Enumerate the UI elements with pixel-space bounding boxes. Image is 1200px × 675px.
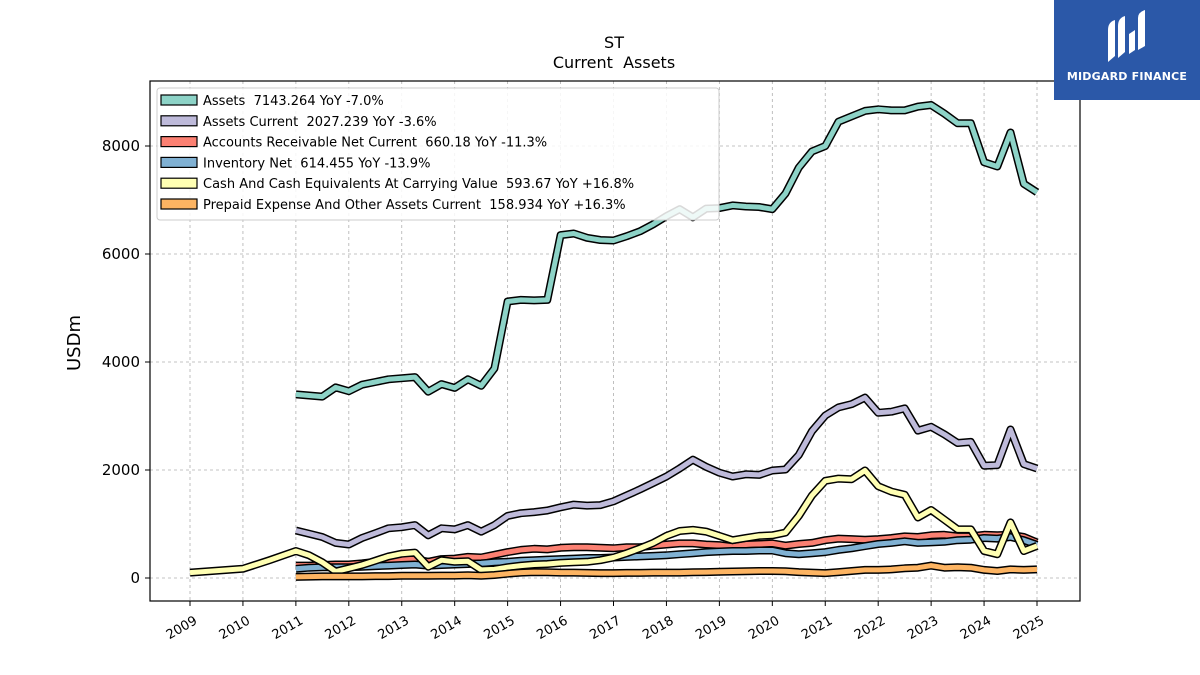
brand-name: MIDGARD FINANCE [1066,70,1188,83]
legend-swatch [160,177,198,189]
chart-title: ST [604,33,624,52]
plot-frame [149,80,1081,602]
x-tick-label: 2009 [164,613,200,643]
x-tick-label: 2015 [481,613,517,643]
x-tick-label: 2024 [958,613,994,643]
series-3 [295,533,1039,573]
legend-box [156,87,720,221]
y-axis-ticks: 0 2000 4000 6000 8000 [102,137,150,587]
legend-entry: Assets 7143.264 YoY -7.0% [203,94,384,109]
x-tick-label: 2011 [270,613,306,643]
x-tick-label: 2010 [217,613,253,643]
series-1 [294,393,1039,549]
series-4 [189,466,1039,577]
x-tick-label: 2022 [852,613,888,643]
y-tick-label: 8000 [102,137,140,155]
x-tick-label: 2017 [587,613,623,643]
y-tick-label: 4000 [102,353,140,371]
x-tick-label: 2013 [376,613,412,643]
legend-swatch [160,94,198,106]
series-line [295,395,1038,547]
series-5 [295,561,1038,581]
legend-swatch [160,156,198,168]
midgard-logo-icon [1108,10,1145,62]
series-line [295,534,1038,572]
x-tick-label: 2018 [640,613,676,643]
legend-entry: Prepaid Expense And Other Assets Current… [203,198,626,213]
y-tick-label: 6000 [102,245,140,263]
x-tick-label: 2019 [693,613,729,643]
x-axis-ticks: 2009 2010 2011 2012 2013 2014 2015 2016 2017 2018… [164,601,1047,643]
brand-logo: MIDGARD FINANCE [1054,0,1200,100]
legend-swatch [160,198,198,210]
series-line [189,468,1038,576]
x-tick-label: 2012 [323,613,359,643]
legend: Assets 7143.264 YoY -7.0% Assets Current … [156,87,720,221]
series-line [295,563,1038,580]
y-tick-label: 0 [130,569,140,587]
legend-entry: Assets Current 2027.239 YoY -3.6% [203,115,437,130]
legend-entry: Cash And Cash Equivalents At Carrying Va… [203,177,634,192]
chart-subtitle: Current Assets [553,53,675,72]
x-tick-label: 2020 [746,613,782,643]
x-tick-label: 2014 [429,613,465,643]
x-tick-label: 2021 [799,613,835,643]
x-tick-label: 2016 [534,613,570,643]
y-tick-label: 2000 [102,461,140,479]
legend-entry: Inventory Net 614.455 YoY -13.9% [203,156,430,171]
x-tick-label: 2023 [905,613,941,643]
legend-entry: Accounts Receivable Net Current 660.18 Y… [203,136,547,151]
legend-swatch [160,115,198,127]
legend-swatch [160,136,198,148]
y-axis-label: USDm [64,315,85,371]
x-tick-label: 2025 [1011,613,1047,643]
